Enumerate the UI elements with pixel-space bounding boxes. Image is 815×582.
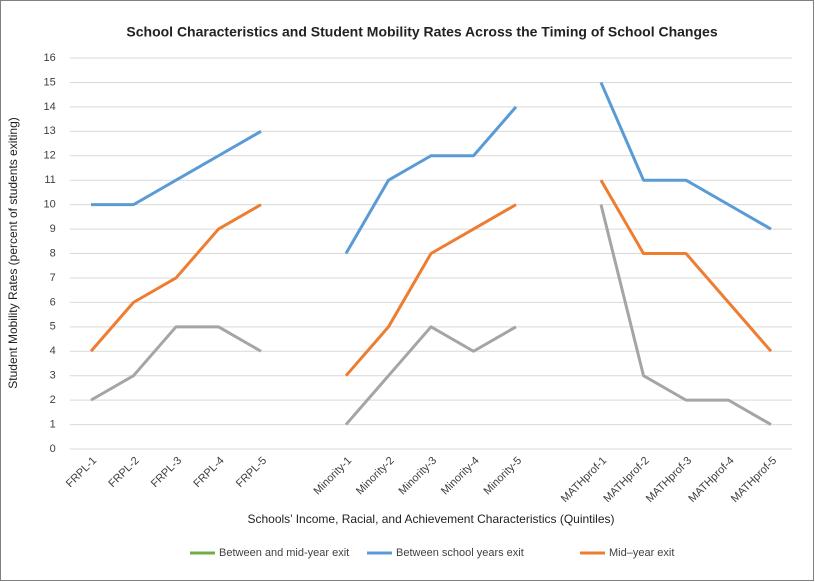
series-line bbox=[91, 81, 772, 255]
y-tick-label: 8 bbox=[50, 247, 56, 259]
y-tick-label: 10 bbox=[44, 199, 56, 211]
legend-label: Mid–year exit bbox=[609, 547, 674, 559]
y-tick-label: 15 bbox=[44, 76, 56, 88]
y-tick-label: 16 bbox=[44, 52, 56, 64]
y-tick-label: 6 bbox=[50, 296, 56, 308]
chart-title: School Characteristics and Student Mobil… bbox=[126, 24, 717, 40]
legend-label: Between school years exit bbox=[396, 547, 524, 559]
x-axis-title: Schools’ Income, Racial, and Achievement… bbox=[247, 512, 614, 526]
y-tick-label: 0 bbox=[50, 443, 56, 455]
y-tick-label: 7 bbox=[50, 272, 56, 284]
legend-label: Between and mid-year exit bbox=[219, 547, 349, 559]
y-tick-label: 13 bbox=[44, 125, 56, 137]
series-line bbox=[89, 179, 773, 377]
y-tick-label: 4 bbox=[50, 345, 56, 357]
y-tick-label: 5 bbox=[50, 321, 56, 333]
y-tick-label: 9 bbox=[50, 223, 56, 235]
y-tick-label: 3 bbox=[50, 370, 56, 382]
y-tick-label: 1 bbox=[50, 418, 56, 430]
y-tick-label: 11 bbox=[44, 174, 55, 186]
y-tick-label: 12 bbox=[44, 150, 56, 162]
y-tick-label: 14 bbox=[44, 101, 56, 113]
y-axis-title: Student Mobility Rates (percent of stude… bbox=[6, 117, 20, 388]
series-line bbox=[90, 204, 772, 426]
y-tick-label: 2 bbox=[50, 394, 56, 406]
